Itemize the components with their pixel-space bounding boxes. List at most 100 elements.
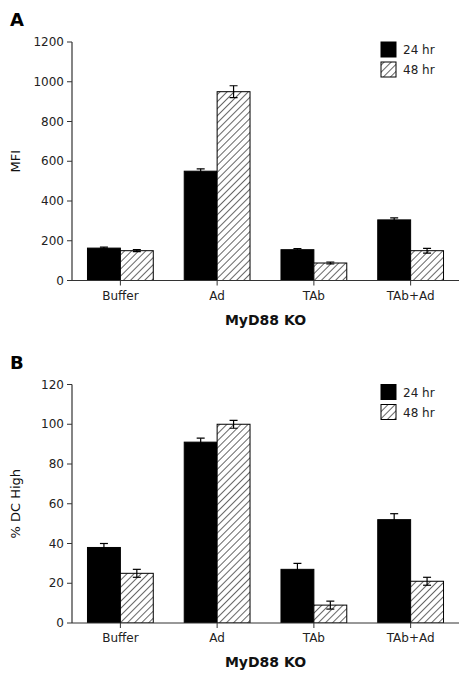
error-cap (423, 248, 431, 249)
x-axis (72, 280, 459, 281)
x-tick (410, 623, 411, 628)
error-bar (230, 420, 238, 428)
y-axis-label: % DC High (8, 469, 23, 539)
bar-background (217, 424, 250, 623)
error-bar (230, 86, 238, 98)
bars (87, 86, 443, 281)
legend: 24 hr 48 hr (381, 42, 435, 77)
error-bar (100, 247, 108, 249)
bar-background (120, 573, 153, 623)
error-cap (100, 248, 108, 249)
figure: 020040060080010001200BufferAdTAbTAb+AdMy… (0, 0, 474, 685)
error-cap (390, 217, 398, 218)
legend-swatch (381, 42, 396, 57)
error-bar (293, 249, 301, 251)
bar (281, 250, 314, 281)
y-tick (67, 121, 72, 122)
x-tick (313, 623, 314, 628)
y-tick (67, 280, 72, 281)
legend-label: 48 hr (403, 406, 435, 420)
error-stem (103, 544, 104, 552)
y-tick-label: 80 (49, 457, 64, 471)
legend-label: 24 hr (403, 386, 435, 400)
y-tick (67, 81, 72, 82)
error-cap (100, 247, 108, 248)
y-tick (67, 623, 72, 624)
error-cap (197, 446, 205, 447)
error-stem (200, 438, 201, 446)
y-tick (67, 543, 72, 544)
bar (184, 171, 217, 280)
y-tick-label: 0 (56, 274, 64, 288)
bar (184, 442, 217, 623)
error-stem (233, 86, 234, 98)
bar (378, 220, 411, 281)
error-bar (293, 563, 301, 575)
legend-swatch (381, 62, 396, 77)
x-tick-label: TAb+Ad (386, 631, 435, 645)
error-bar (133, 569, 141, 577)
x-tick-label: Buffer (102, 289, 138, 303)
panel: 020040060080010001200BufferAdTAbTAb+AdMy… (8, 9, 459, 328)
y-tick (67, 384, 72, 385)
panel-label: B (10, 352, 24, 373)
error-bar (100, 544, 108, 552)
error-cap (197, 168, 205, 169)
error-bar (197, 169, 205, 174)
error-stem (394, 514, 395, 526)
bar (411, 251, 444, 281)
error-stem (200, 169, 201, 174)
error-cap (293, 250, 301, 251)
bar (120, 251, 153, 281)
bar-background (217, 92, 250, 281)
error-cap (230, 420, 238, 421)
bar-background (120, 251, 153, 281)
x-tick (313, 281, 314, 286)
y-axis (71, 385, 72, 624)
y-tick (67, 424, 72, 425)
y-tick (67, 161, 72, 162)
x-tick-label: Ad (209, 631, 225, 645)
x-axis-label: MyD88 KO (225, 654, 306, 670)
error-cap (133, 569, 141, 570)
error-cap (100, 543, 108, 544)
y-tick-label: 200 (41, 234, 64, 248)
error-cap (390, 221, 398, 222)
y-tick-label: 100 (41, 417, 64, 431)
panel: 020406080100120BufferAdTAbTAb+AdMyD88 KO… (8, 352, 459, 671)
bar (314, 263, 347, 280)
y-tick-label: 800 (41, 115, 64, 129)
bar (411, 581, 444, 623)
error-cap (326, 263, 334, 264)
error-cap (326, 261, 334, 262)
error-cap (133, 251, 141, 252)
bar-background (411, 251, 444, 281)
error-stem (136, 569, 137, 577)
error-bar (326, 601, 334, 609)
y-tick (67, 464, 72, 465)
error-cap (133, 577, 141, 578)
legend-label: 48 hr (403, 63, 435, 77)
legend-swatch (381, 405, 396, 420)
y-tick-label: 400 (41, 194, 64, 208)
x-tick (217, 623, 218, 628)
bar-background (411, 581, 444, 623)
error-bar (423, 248, 431, 253)
error-bar (326, 262, 334, 264)
error-cap (326, 608, 334, 609)
bar (87, 547, 120, 623)
error-bar (133, 250, 141, 252)
y-axis (71, 42, 72, 281)
error-stem (426, 577, 427, 585)
legend-label: 24 hr (403, 43, 435, 57)
y-tick-label: 1000 (33, 75, 64, 89)
x-axis (72, 622, 459, 623)
bar (87, 248, 120, 280)
error-bar (423, 577, 431, 585)
error-cap (230, 428, 238, 429)
error-stem (330, 601, 331, 609)
error-cap (390, 525, 398, 526)
bars (87, 420, 443, 623)
y-tick-label: 600 (41, 154, 64, 168)
x-tick-label: Buffer (102, 631, 138, 645)
